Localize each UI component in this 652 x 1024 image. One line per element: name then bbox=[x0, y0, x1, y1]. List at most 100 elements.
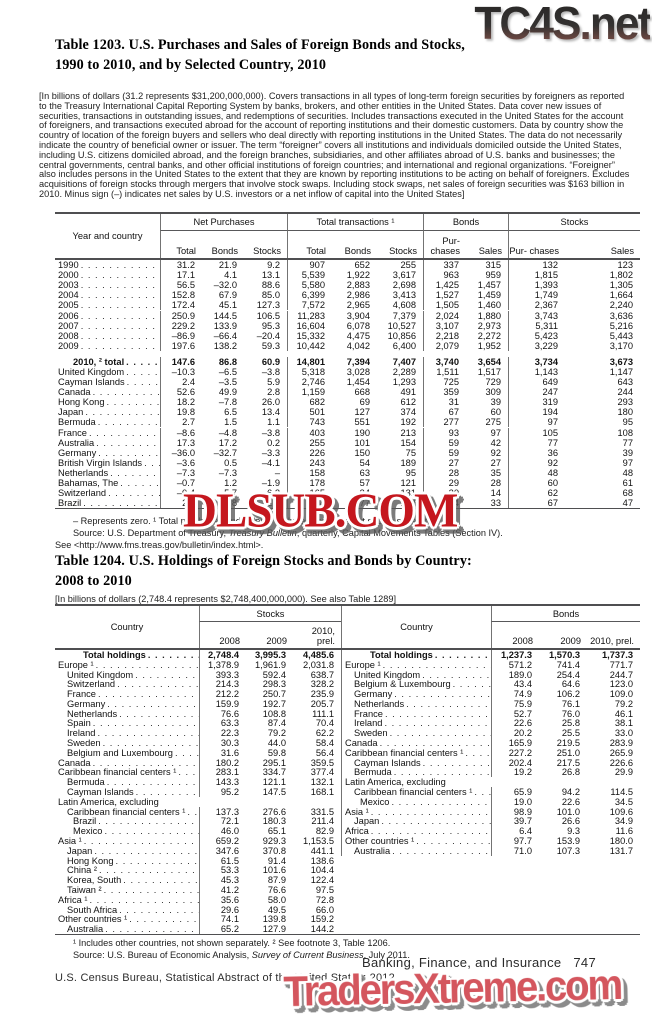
value-cell: 5,311 bbox=[508, 320, 565, 331]
value-cell: 57 bbox=[359, 478, 370, 489]
row-label: France. . . . . . . . . . . . . . . . . … bbox=[55, 689, 199, 699]
table-row: Caribbean financial centers ¹. . . . . .… bbox=[55, 806, 640, 817]
table-row: Asia ¹. . . . . . . . . . . . . . . . . … bbox=[55, 836, 640, 847]
dot-leader: . . . . . . . . . . . . . . . . . . . . … bbox=[85, 407, 160, 418]
value-cell: 959 bbox=[485, 270, 501, 281]
table-row: 2006. . . . . . . . . . . . . . . . . . … bbox=[55, 310, 640, 321]
value-cell: 254.4 bbox=[556, 669, 580, 680]
dot-leader: . . . . . . . . . . . . . . . . . . . . … bbox=[83, 836, 199, 847]
value-cell: 1.5 bbox=[224, 417, 237, 428]
value-cell: –20.4 bbox=[256, 330, 280, 341]
value-cell: 491 bbox=[400, 387, 416, 398]
table-row: Bahamas, The. . . . . . . . . . . . . . … bbox=[55, 478, 640, 489]
value-cell: 359.5 bbox=[310, 757, 334, 768]
value-cell: 75.9 bbox=[491, 698, 539, 709]
row-label: Canada. . . . . . . . . . . . . . . . . … bbox=[341, 738, 491, 749]
value-cell: 101.6 bbox=[262, 865, 286, 876]
row-label-text: Mexico bbox=[73, 826, 103, 837]
value-cell: 20 bbox=[423, 488, 466, 499]
value-cell: 31.6 bbox=[199, 747, 246, 758]
value-cell: 251.0 bbox=[556, 747, 580, 758]
table-row: Germany. . . . . . . . . . . . . . . . .… bbox=[55, 447, 640, 458]
value-cell: 1,737.3 bbox=[601, 649, 633, 660]
value-cell: 2,024 bbox=[423, 310, 466, 321]
column-group-net-purchases: Net Purchases bbox=[160, 214, 287, 231]
value-cell: –3.8 bbox=[261, 427, 280, 438]
table-row: 2003. . . . . . . . . . . . . . . . . . … bbox=[55, 280, 640, 291]
value-cell: 551 bbox=[354, 417, 370, 428]
column-header-country-left: Country bbox=[110, 622, 144, 632]
row-label-text: Canada bbox=[58, 757, 91, 768]
column-group-bonds: Bonds bbox=[491, 606, 640, 622]
table-row: 2004. . . . . . . . . . . . . . . . . . … bbox=[55, 290, 640, 301]
value-cell: 3,673 bbox=[609, 356, 633, 367]
value-cell: 75 bbox=[405, 447, 416, 458]
row-label: Brazil. . . . . . . . . . . . . . . . . … bbox=[55, 816, 199, 826]
dot-leader: . . . . . . . . . . . . . . . . . . . . … bbox=[474, 787, 491, 798]
value-cell: 14,801 bbox=[287, 356, 332, 367]
value-cell: 1,425 bbox=[423, 280, 466, 291]
value-cell: 214.3 bbox=[199, 679, 246, 690]
table-row: Europe ¹. . . . . . . . . . . . . . . . … bbox=[55, 659, 640, 670]
value-cell: 31.2 bbox=[160, 260, 202, 271]
value-cell: 67 bbox=[423, 407, 466, 418]
value-cell: 1,143 bbox=[508, 366, 565, 377]
row-label-text: Caribbean financial centers ¹ bbox=[354, 787, 473, 798]
row-label-text: Bahamas, The bbox=[58, 478, 119, 489]
value-cell: 16,604 bbox=[287, 320, 332, 331]
value-cell: 612 bbox=[400, 397, 416, 408]
column-header: 2010, prel. bbox=[590, 635, 634, 646]
value-cell: 71.0 bbox=[491, 845, 539, 856]
table-row: Total holdings. . . . . . . . . . . . . … bbox=[55, 649, 640, 660]
value-cell: 52.7 bbox=[491, 708, 539, 719]
row-label: Ireland. . . . . . . . . . . . . . . . .… bbox=[55, 728, 199, 738]
value-cell: –0.4 bbox=[160, 488, 202, 499]
value-cell: 328.2 bbox=[310, 679, 334, 690]
dot-leader: . . . . . . . . . . . . . . . . . . . . … bbox=[98, 865, 199, 876]
row-label: Asia ¹. . . . . . . . . . . . . . . . . … bbox=[341, 806, 491, 817]
value-cell: 77 bbox=[508, 437, 565, 448]
value-cell: 108.8 bbox=[262, 708, 286, 719]
row-label: 2010, ² total. . . . . . . . . . . . . .… bbox=[55, 357, 160, 367]
value-cell: 93 bbox=[423, 427, 466, 438]
value-cell: 66.0 bbox=[315, 904, 334, 915]
value-cell: 1,527 bbox=[423, 290, 466, 301]
row-label-text: Latin America, excluding bbox=[58, 796, 159, 807]
value-cell: 127.3 bbox=[256, 300, 280, 311]
row-label-text: 2004 bbox=[58, 290, 79, 301]
value-cell: –0.7 bbox=[160, 478, 202, 489]
value-cell: 194 bbox=[508, 407, 565, 418]
value-cell: 138.2 bbox=[213, 340, 237, 351]
dot-leader: . . . . . . . . . . . . . . . . . . . . … bbox=[126, 377, 160, 388]
value-cell: 9.2 bbox=[267, 260, 280, 271]
value-cell: 1,147 bbox=[609, 366, 633, 377]
value-cell: 226.6 bbox=[609, 757, 633, 768]
row-label: Korea, South. . . . . . . . . . . . . . … bbox=[55, 875, 199, 885]
value-cell: 101.0 bbox=[556, 806, 580, 817]
value-cell: 2,986 bbox=[346, 290, 370, 301]
row-label: Germany. . . . . . . . . . . . . . . . .… bbox=[55, 448, 160, 458]
value-cell: 247 bbox=[508, 387, 565, 398]
table-row: South Africa. . . . . . . . . . . . . . … bbox=[55, 904, 640, 915]
value-cell: 67.9 bbox=[218, 290, 237, 301]
row-label: Hong Kong. . . . . . . . . . . . . . . .… bbox=[55, 397, 160, 407]
column-header: Bonds bbox=[211, 245, 238, 256]
value-cell: 2,079 bbox=[423, 340, 466, 351]
row-label-text: Brazil bbox=[73, 816, 97, 827]
row-label: Brazil. . . . . . . . . . . . . . . . . … bbox=[55, 498, 160, 508]
row-label: 2009. . . . . . . . . . . . . . . . . . … bbox=[55, 341, 160, 351]
value-cell: 131.7 bbox=[609, 845, 633, 856]
value-cell: 4,608 bbox=[392, 300, 416, 311]
table-row: Canada. . . . . . . . . . . . . . . . . … bbox=[55, 757, 640, 768]
value-cell: 144.2 bbox=[310, 924, 334, 935]
value-cell: 319 bbox=[508, 397, 565, 408]
row-label: 2007. . . . . . . . . . . . . . . . . . … bbox=[55, 321, 160, 331]
value-cell: 111.1 bbox=[312, 708, 334, 719]
value-cell: 1,802 bbox=[609, 270, 633, 281]
value-cell: 213 bbox=[400, 427, 416, 438]
value-cell: 91.4 bbox=[267, 855, 286, 866]
value-cell: 7,394 bbox=[346, 356, 370, 367]
row-label: Switzerland. . . . . . . . . . . . . . .… bbox=[55, 679, 199, 689]
value-cell: 39 bbox=[490, 397, 501, 408]
